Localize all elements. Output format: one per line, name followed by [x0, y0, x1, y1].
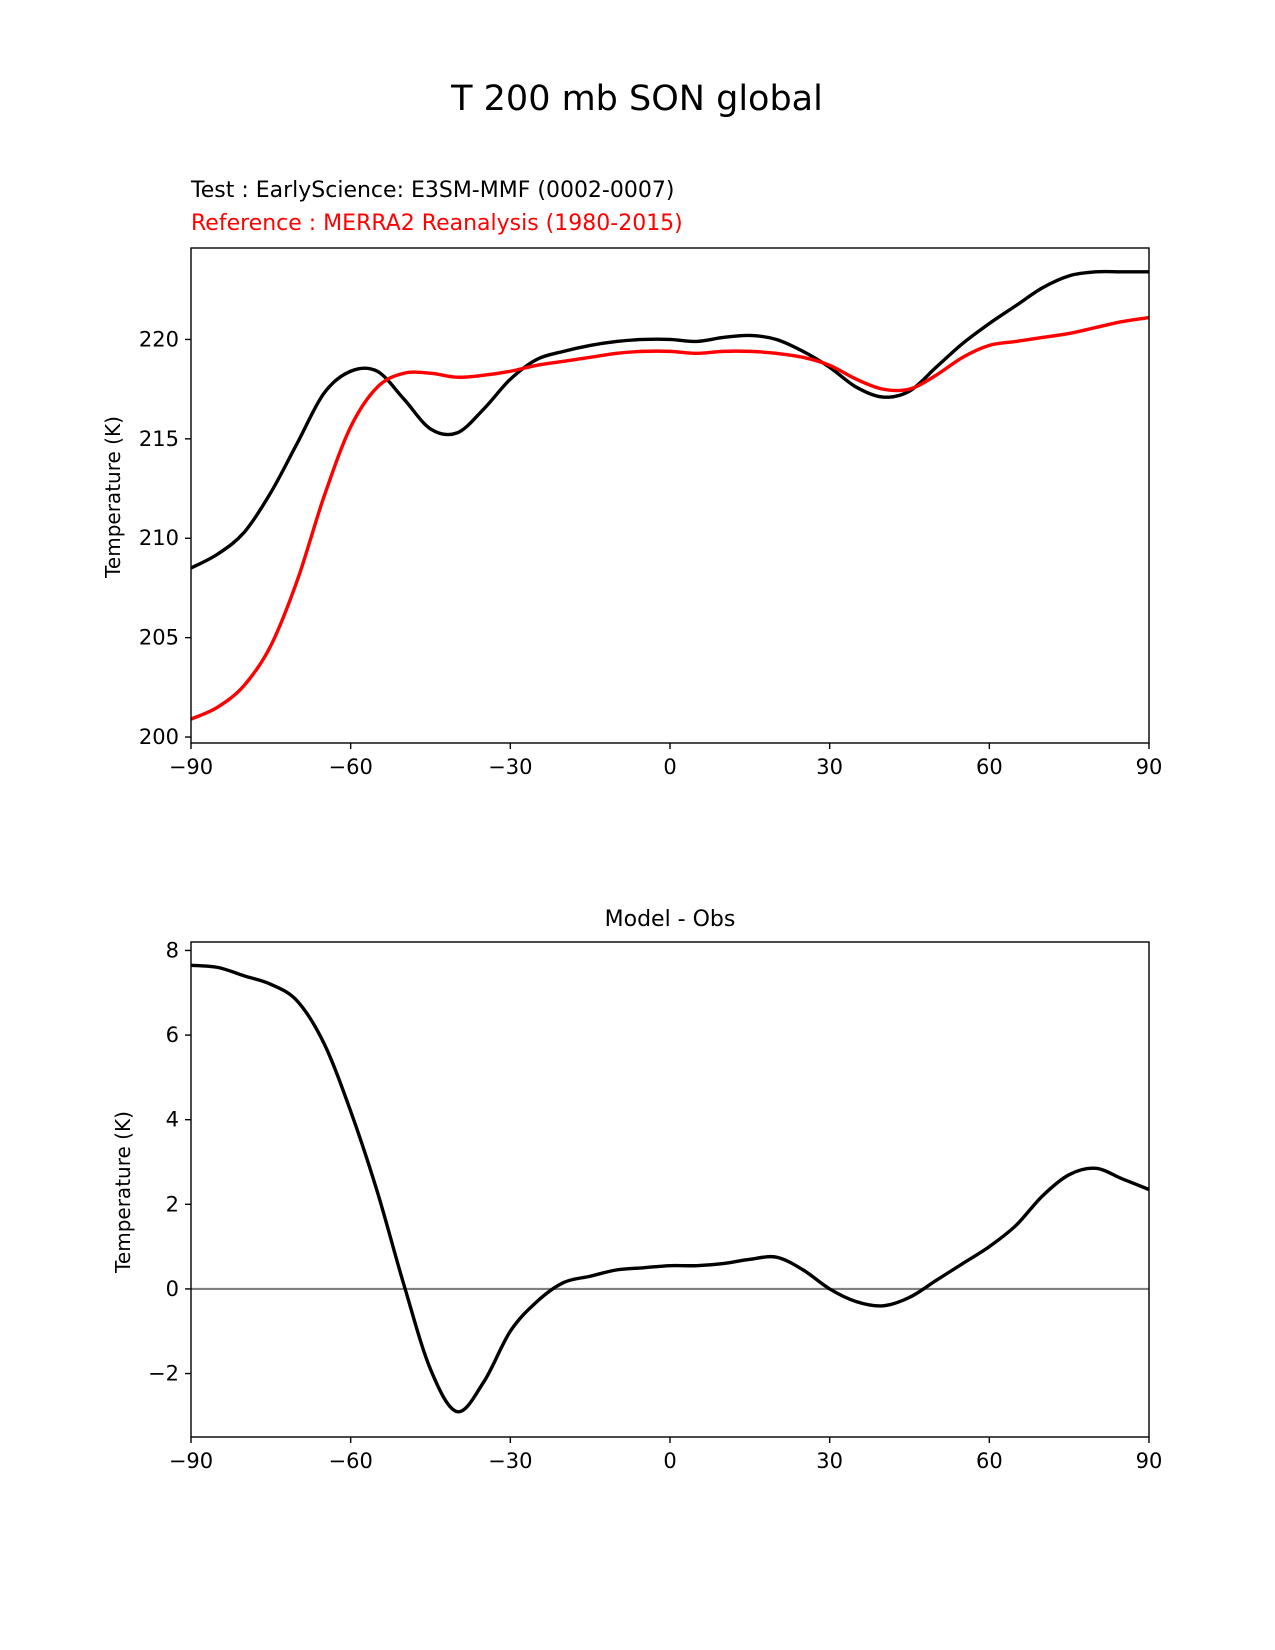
- x-tick-label: 30: [816, 1449, 843, 1473]
- reference-label: Reference : MERRA2 Reanalysis (1980-2015…: [191, 211, 683, 236]
- y-tick-label: 215: [139, 427, 179, 451]
- y-tick-label: 6: [166, 1023, 179, 1047]
- x-tick-label: 30: [816, 755, 843, 779]
- series-line-model-obs: [191, 963, 1149, 1414]
- y-tick-label: −2: [148, 1362, 179, 1386]
- plot-frame: [190, 941, 1150, 1438]
- top-y-axis-label: Temperature (K): [101, 416, 125, 579]
- test-label: Test : EarlyScience: E3SM-MMF (0002-0007…: [190, 178, 674, 203]
- y-tick-label: 200: [139, 725, 179, 749]
- figure-title: T 200 mb SON global: [450, 79, 823, 119]
- bottom-panel: Model - Obs Temperature (K) −90 −60 −30 0 30…: [111, 907, 1162, 1473]
- x-tick-label: −90: [169, 755, 213, 779]
- plot-frame: [190, 247, 1150, 744]
- x-tick-label: −60: [329, 755, 373, 779]
- y-tick-label: 8: [166, 938, 179, 962]
- bottom-y-axis-label: Temperature (K): [111, 1111, 135, 1274]
- y-tick-label: 220: [139, 327, 179, 351]
- x-tick-label: −90: [169, 1449, 213, 1473]
- top-panel: Test : EarlyScience: E3SM-MMF (0002-0007…: [101, 178, 1162, 779]
- series-line-reference: [191, 315, 1149, 721]
- bottom-plot-area: −90 −60 −30 0 30 60 90 −2 0 2 4 6 8: [148, 938, 1162, 1473]
- bottom-subplot-title: Model - Obs: [605, 907, 736, 932]
- y-tick-label: 4: [166, 1108, 179, 1132]
- x-tick-label: −60: [329, 1449, 373, 1473]
- series-line-test: [191, 269, 1149, 570]
- y-tick-label: 210: [139, 526, 179, 550]
- top-plot-area: −90 −60 −30 0 30 60 90 200 205 210 215 220: [139, 247, 1163, 779]
- y-tick-label: 205: [139, 626, 179, 650]
- x-tick-label: 60: [976, 755, 1003, 779]
- x-tick-label: 60: [976, 1449, 1003, 1473]
- y-tick-label: 0: [166, 1277, 179, 1301]
- x-tick-label: −30: [488, 755, 532, 779]
- x-tick-label: 90: [1136, 755, 1163, 779]
- y-tick-label: 2: [166, 1192, 179, 1216]
- x-tick-label: 90: [1136, 1449, 1163, 1473]
- x-tick-label: 0: [663, 755, 676, 779]
- x-tick-label: 0: [663, 1449, 676, 1473]
- x-tick-label: −30: [488, 1449, 532, 1473]
